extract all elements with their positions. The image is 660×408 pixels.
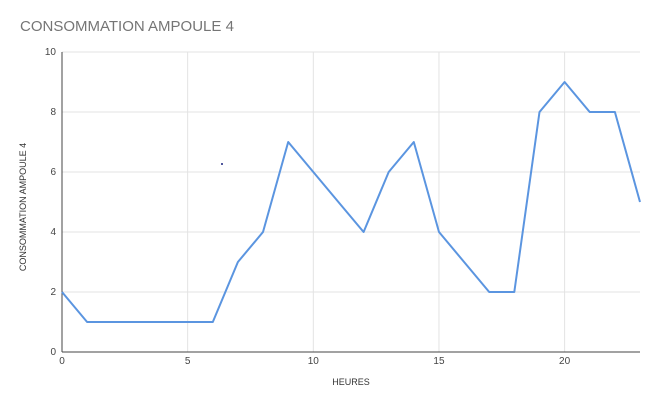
grid xyxy=(62,51,640,352)
data-point xyxy=(236,260,240,264)
y-tick-label: 0 xyxy=(50,347,56,358)
data-point xyxy=(362,230,366,234)
series-line-0 xyxy=(61,81,641,323)
x-tick-label: 20 xyxy=(559,356,571,367)
data-point xyxy=(85,320,89,324)
x-tick-label: 0 xyxy=(59,356,65,367)
y-axis-label: CONSOMMATION AMPOULE 4 xyxy=(18,143,28,271)
y-tick-label: 2 xyxy=(50,287,56,298)
x-tick-label: 15 xyxy=(433,356,445,367)
y-tick-label: 10 xyxy=(45,47,57,58)
data-point xyxy=(588,110,592,114)
data-point xyxy=(60,290,64,294)
tick-labels: 0 2 4 6 8 10 0 5 10 15 20 xyxy=(45,47,571,367)
x-axis-label: HEURES xyxy=(332,377,370,387)
data-point xyxy=(462,260,466,264)
data-point xyxy=(261,230,265,234)
data-point xyxy=(311,170,315,174)
x-tick-label: 5 xyxy=(185,356,191,367)
data-point xyxy=(437,230,441,234)
data-point xyxy=(387,170,391,174)
x-tick-label: 10 xyxy=(308,356,320,367)
data-point xyxy=(638,200,642,204)
chart-title: CONSOMMATION AMPOULE 4 xyxy=(20,18,234,35)
data-point xyxy=(512,290,516,294)
data-point xyxy=(537,110,541,114)
y-tick-label: 6 xyxy=(50,167,56,178)
data-point xyxy=(286,140,290,144)
data-point xyxy=(135,320,139,324)
data-point xyxy=(186,320,190,324)
data-point xyxy=(110,320,114,324)
data-point xyxy=(487,290,491,294)
data-point xyxy=(412,140,416,144)
data-point xyxy=(336,200,340,204)
data-point xyxy=(613,110,617,114)
data-point xyxy=(211,320,215,324)
y-tick-label: 4 xyxy=(50,227,56,238)
axes xyxy=(61,52,640,353)
data-point xyxy=(161,320,165,324)
series-lines xyxy=(60,80,642,324)
y-tick-label: 8 xyxy=(50,107,56,118)
data-point xyxy=(563,80,567,84)
stray-dot xyxy=(221,163,223,165)
